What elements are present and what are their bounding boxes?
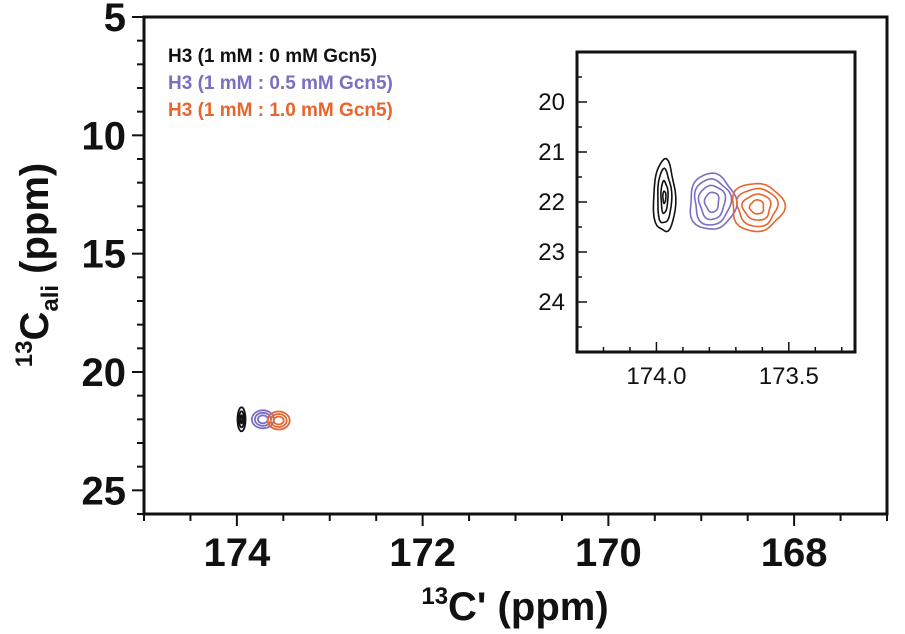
y-axis-title: 13Cali (ppm) <box>11 163 64 367</box>
legend-entry-0: H3 (1 mM : 0 mM Gcn5) <box>168 46 377 67</box>
inset-y-tick-label: 23 <box>538 239 565 266</box>
x-tick-label: 172 <box>389 531 456 575</box>
inset-axis-ticks: 174.0 173.5 20 21 22 23 24 <box>538 76 843 390</box>
x-tick-label: 170 <box>575 531 642 575</box>
y-tick-label: 15 <box>82 233 127 277</box>
x-tick-label: 168 <box>761 531 828 575</box>
inset-y-tick-label: 20 <box>538 89 565 116</box>
inset-y-tick-label: 24 <box>538 289 565 316</box>
main-peak-contours <box>236 406 291 433</box>
inset-y-tick-label: 21 <box>538 139 565 166</box>
inset-plot-frame <box>575 50 857 354</box>
x-tick-label: 174 <box>204 531 271 575</box>
y-tick-label: 5 <box>104 0 126 40</box>
legend: H3 (1 mM : 0 mM Gcn5) H3 (1 mM : 0.5 mM … <box>168 46 393 121</box>
legend-entry-2: H3 (1 mM : 1.0 mM Gcn5) <box>168 100 393 121</box>
peak-contour-series-2 <box>266 410 291 431</box>
main-axis-ticks: 174 172 170 168 5 10 15 20 25 <box>82 0 888 575</box>
inset-peak-contour-series-0 <box>652 157 677 233</box>
inset-x-tick-label: 173.5 <box>759 363 819 390</box>
inset-x-tick-label: 174.0 <box>626 363 686 390</box>
peak-contour-series-0 <box>236 406 247 433</box>
y-tick-label: 25 <box>82 469 127 513</box>
inset-peak-contours <box>652 157 787 233</box>
legend-entry-1: H3 (1 mM : 0.5 mM Gcn5) <box>168 73 393 94</box>
y-tick-label: 20 <box>82 351 127 395</box>
inset-peak-contour-series-1 <box>689 172 738 230</box>
x-axis-title: 13C' (ppm) <box>421 583 608 629</box>
inset-peak-contour-series-2 <box>731 182 787 233</box>
inset-y-tick-label: 22 <box>538 189 565 216</box>
y-tick-label: 10 <box>82 114 127 158</box>
